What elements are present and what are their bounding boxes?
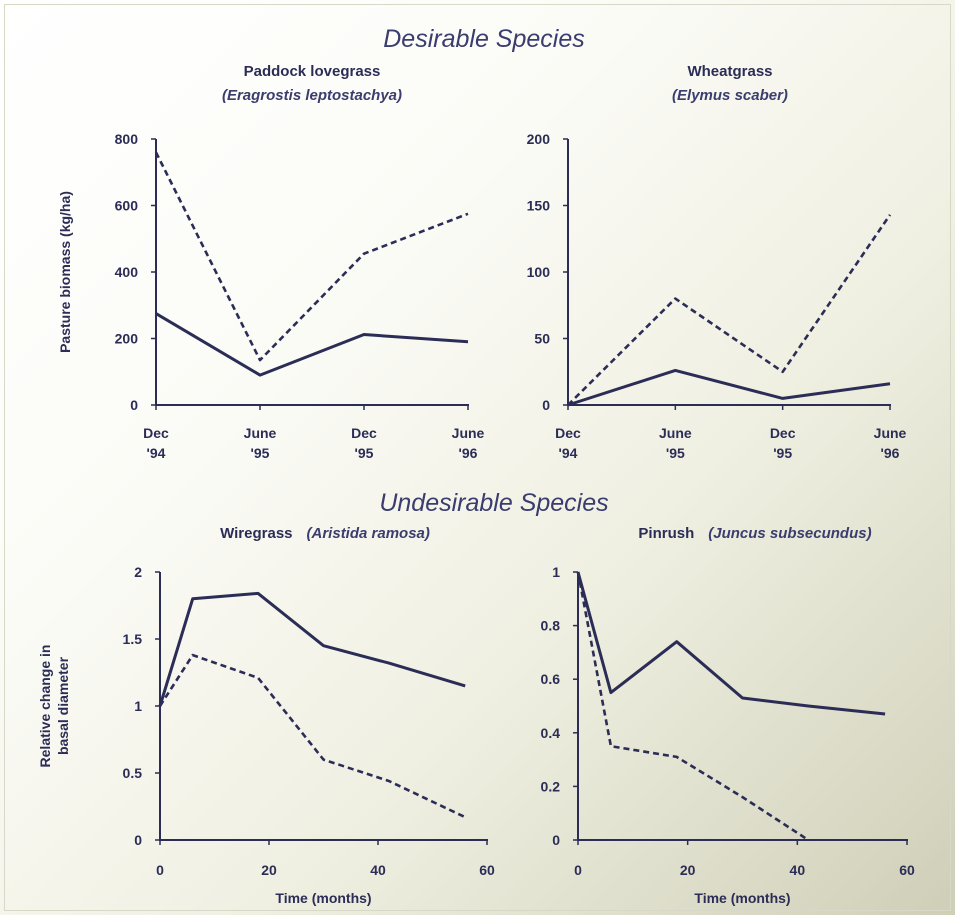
section-title-desirable: Desirable Species: [383, 25, 585, 53]
paddock-title: Paddock lovegrass: [244, 63, 381, 80]
wheatgrass-x-tick-label: June: [659, 425, 692, 441]
wheatgrass-x-tick-label-year: '96: [881, 445, 900, 461]
pinrush-x-tick-label: 20: [680, 862, 696, 878]
wheatgrass-series-dashed-line: [567, 214, 892, 406]
wheatgrass-x-tick-label: Dec: [770, 425, 796, 441]
pinrush-subtitle: (Juncus subsecundus): [708, 525, 871, 542]
paddock-y-tick-label: 0: [130, 397, 138, 413]
figure-border: [4, 4, 951, 911]
pinrush-title-line: Pinrush (Juncus subsecundus): [638, 525, 871, 542]
pinrush-y-tick-label: 0.8: [541, 618, 561, 634]
paddock-subtitle: (Eragrostis leptostachya): [222, 87, 402, 104]
paddock-y-axis-label: Pasture biomass (kg/ha): [57, 191, 73, 353]
pinrush-y-tick-label: 0.6: [541, 671, 561, 687]
pinrush-series-dashed-line: [576, 571, 810, 842]
wheatgrass-y-tick-label: 100: [527, 264, 551, 280]
paddock-series-solid-line: [155, 312, 469, 377]
wiregrass-x-axis-label: Time (months): [275, 890, 371, 906]
wheatgrass-title: Wheatgrass: [687, 63, 772, 80]
paddock-x-tick-label: June: [452, 425, 485, 441]
wheatgrass-x-tick-label-year: '95: [773, 445, 792, 461]
pinrush-y-tick-label: 0: [552, 832, 560, 848]
paddock-x-tick-label-year: '96: [459, 445, 478, 461]
pinrush-x-tick-label: 60: [899, 862, 915, 878]
wiregrass-series-solid-line: [158, 591, 466, 707]
wiregrass-y-tick-label: 1: [134, 698, 142, 714]
wheatgrass-y-tick-label: 200: [527, 131, 551, 147]
wheatgrass-x-tick-label-year: '94: [559, 445, 578, 461]
pinrush-x-tick-label: 0: [574, 862, 582, 878]
wiregrass-series-dashed-line: [158, 653, 466, 819]
paddock-y-tick-label: 400: [115, 264, 139, 280]
wiregrass-x-tick-label: 20: [261, 862, 277, 878]
wheatgrass-subtitle: (Elymus scaber): [672, 87, 788, 104]
paddock-y-tick-label: 200: [115, 331, 139, 347]
wiregrass-title: Wiregrass: [220, 525, 292, 542]
wheatgrass-y-tick-label: 50: [534, 331, 550, 347]
wheatgrass-x-tick-label-year: '95: [666, 445, 685, 461]
pinrush-x-tick-label: 40: [790, 862, 806, 878]
paddock-x-tick-label: Dec: [351, 425, 377, 441]
pinrush-series-solid-line: [576, 571, 886, 716]
paddock-series-dashed-line: [154, 151, 469, 362]
section-title-undesirable: Undesirable Species: [379, 489, 608, 517]
wiregrass-subtitle: (Aristida ramosa): [307, 525, 430, 542]
paddock-x-tick-label-year: '95: [355, 445, 374, 461]
pinrush-title: Pinrush: [638, 525, 694, 542]
wiregrass-x-tick-label: 40: [370, 862, 386, 878]
pinrush-x-axis-label: Time (months): [694, 890, 790, 906]
wiregrass-x-tick-label: 60: [479, 862, 495, 878]
paddock-x-tick-label: June: [244, 425, 277, 441]
paddock-x-tick-label-year: '94: [147, 445, 166, 461]
pinrush-y-tick-label: 0.2: [541, 778, 561, 794]
wiregrass-y-tick-label: 1.5: [123, 631, 143, 647]
wheatgrass-y-tick-label: 0: [542, 397, 550, 413]
wiregrass-y-tick-label: 2: [134, 564, 142, 580]
wiregrass-y-axis-label: basal diameter: [55, 656, 71, 755]
wiregrass-y-tick-label: 0.5: [123, 765, 143, 781]
paddock-x-tick-label-year: '95: [251, 445, 270, 461]
paddock-y-tick-label: 800: [115, 131, 139, 147]
wiregrass-title-line: Wiregrass (Aristida ramosa): [220, 525, 430, 542]
wiregrass-x-tick-label: 0: [156, 862, 164, 878]
paddock-x-tick-label: Dec: [143, 425, 169, 441]
wheatgrass-x-tick-label: June: [874, 425, 907, 441]
wiregrass-y-axis-label: Relative change in: [37, 645, 53, 768]
wheatgrass-y-tick-label: 150: [527, 198, 551, 214]
wheatgrass-series-solid-line: [567, 368, 891, 407]
wiregrass-y-tick-label: 0: [134, 832, 142, 848]
wheatgrass-x-tick-label: Dec: [555, 425, 581, 441]
pinrush-y-tick-label: 1: [552, 564, 560, 580]
paddock-y-tick-label: 600: [115, 198, 139, 214]
pinrush-y-tick-label: 0.4: [541, 725, 561, 741]
